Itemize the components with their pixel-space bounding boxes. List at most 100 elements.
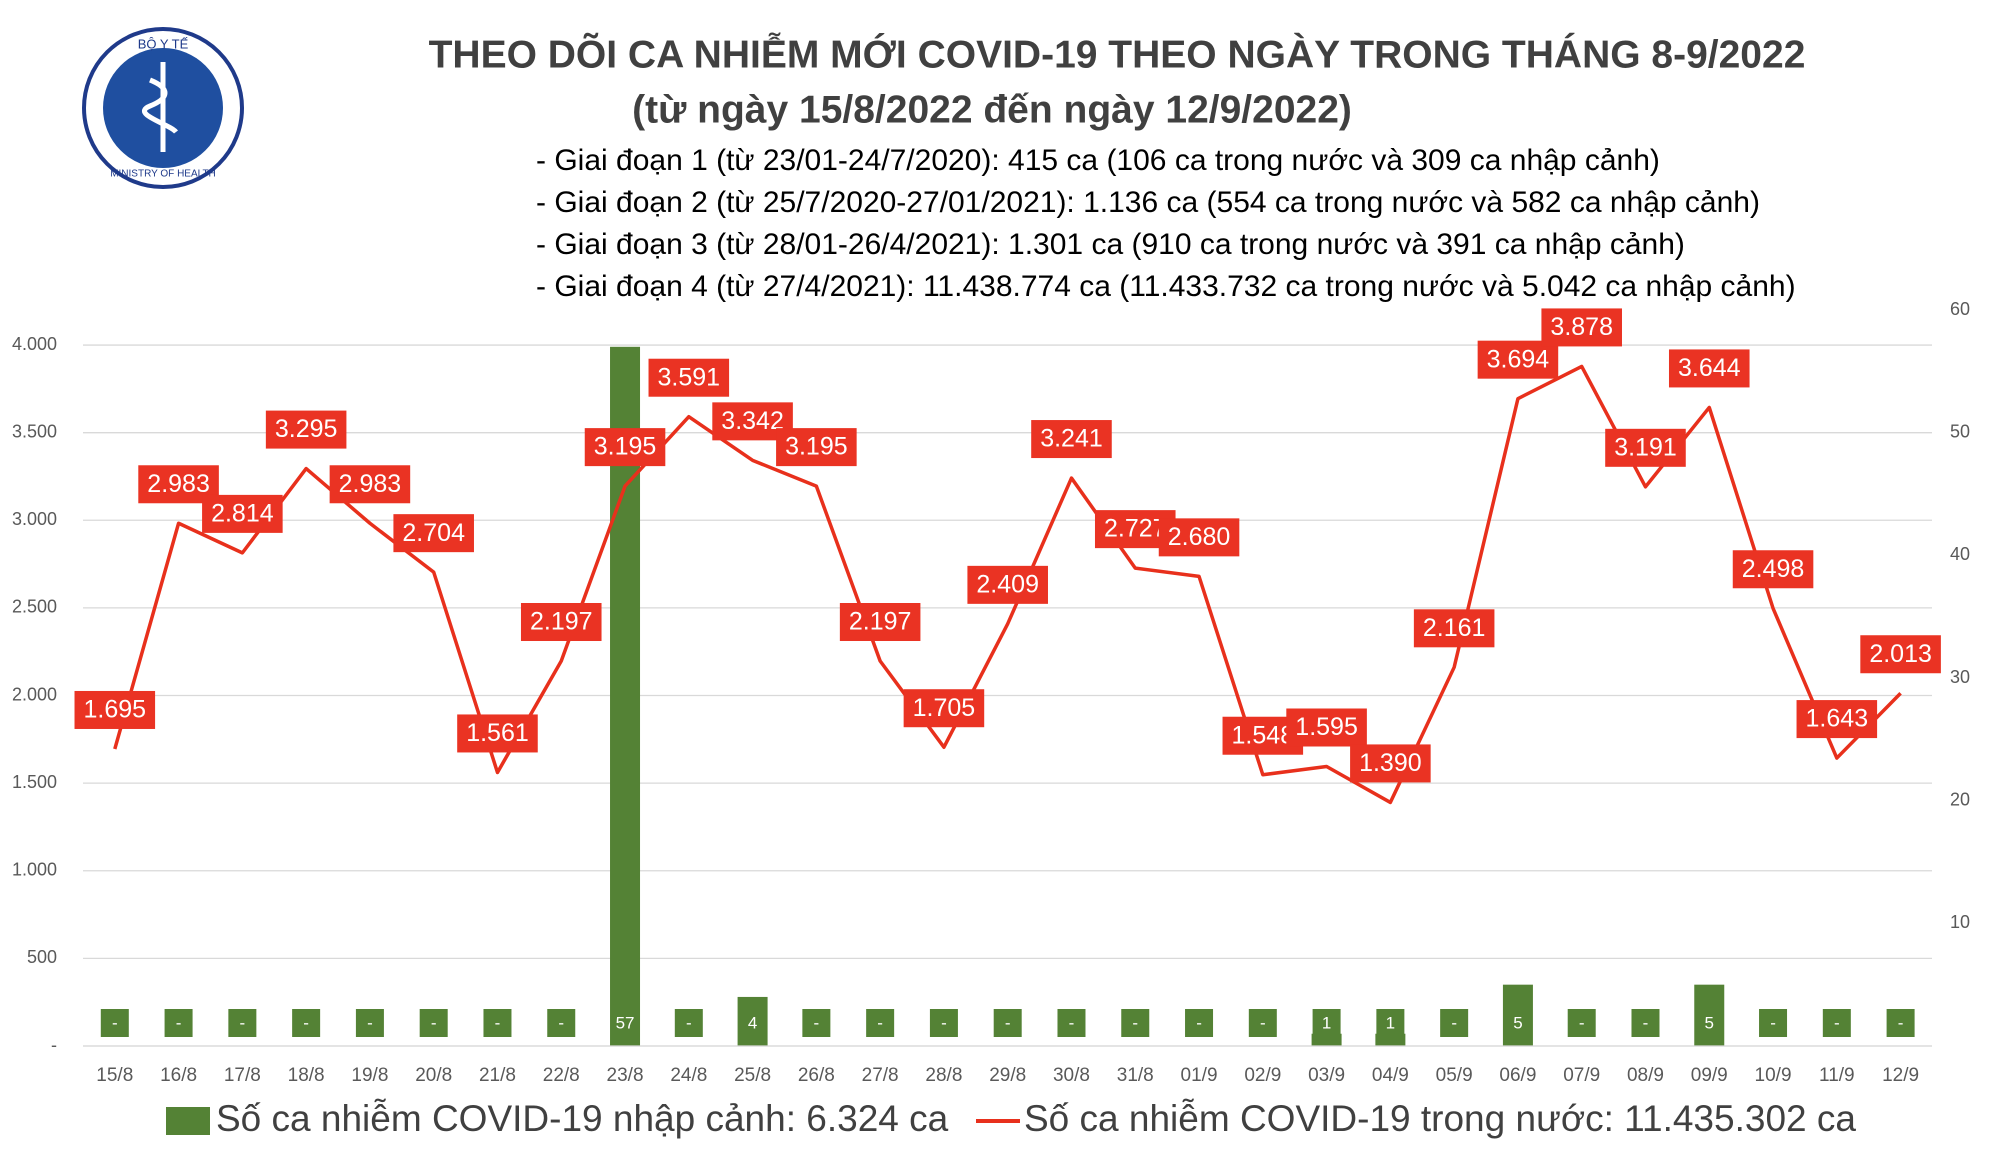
y2-tick-label: 30 bbox=[1950, 667, 1970, 687]
bar-label: 1 bbox=[1322, 1013, 1331, 1032]
bar-label-box bbox=[802, 1009, 831, 1037]
data-label-text: 1.390 bbox=[1359, 749, 1422, 777]
data-label-box bbox=[776, 428, 857, 467]
data-label-box bbox=[1286, 708, 1367, 747]
y2-tick-label: 20 bbox=[1950, 789, 1970, 809]
logo-bottom-text: MINISTRY OF HEALTH bbox=[110, 169, 216, 180]
data-label: 3.191 bbox=[1605, 428, 1686, 467]
data-label: 3.878 bbox=[1541, 308, 1622, 347]
x-tick-label: 12/9 bbox=[1882, 1065, 1919, 1086]
data-label: 2.498 bbox=[1732, 550, 1814, 589]
bar-label-box bbox=[100, 1009, 129, 1037]
data-label-text: 2.814 bbox=[211, 499, 274, 527]
y-tick-label: 2.000 bbox=[12, 684, 57, 704]
data-label: 1.695 bbox=[74, 690, 156, 729]
data-label-box bbox=[1541, 308, 1622, 347]
data-label-text: 3.342 bbox=[721, 407, 784, 435]
logo-top-text: BỘ Y TẾ bbox=[138, 36, 189, 51]
data-label: 3.694 bbox=[1477, 340, 1559, 379]
bar-label-box bbox=[1503, 1009, 1532, 1037]
data-label-box bbox=[265, 410, 347, 449]
data-label: 3.195 bbox=[776, 428, 857, 467]
bar-label: - bbox=[495, 1013, 501, 1032]
logo: BỘ Y TẾ MINISTRY OF HEALTH bbox=[82, 27, 244, 189]
bar-label-box bbox=[866, 1009, 895, 1037]
bar-label: - bbox=[877, 1013, 883, 1032]
x-tick-label: 21/8 bbox=[479, 1065, 516, 1086]
data-label-text: 3.878 bbox=[1550, 313, 1613, 341]
data-label-text: 2.680 bbox=[1168, 523, 1231, 551]
data-label: 3.644 bbox=[1668, 349, 1750, 388]
data-label-box bbox=[1668, 349, 1750, 388]
chart-subtitle: (từ ngày 15/8/2022 đến ngày 12/9/2022) bbox=[632, 88, 1352, 131]
data-label-text: 2.197 bbox=[530, 608, 593, 636]
x-tick-label: 31/8 bbox=[1117, 1065, 1154, 1086]
bar-label: - bbox=[112, 1013, 118, 1032]
x-tick-label: 22/8 bbox=[543, 1065, 580, 1086]
data-label-box bbox=[1732, 550, 1814, 589]
logo-symbol bbox=[142, 62, 178, 152]
x-tick-label: 06/9 bbox=[1499, 1065, 1536, 1086]
bar-label: - bbox=[367, 1013, 373, 1032]
bar-label-box bbox=[483, 1009, 512, 1037]
bar-label-box bbox=[419, 1009, 448, 1037]
bar-label-box bbox=[738, 1009, 767, 1037]
bar-label-box bbox=[228, 1009, 257, 1037]
bar-label-box bbox=[164, 1009, 193, 1037]
data-label-box bbox=[457, 714, 538, 753]
x-tick-label: 19/8 bbox=[351, 1065, 388, 1086]
data-label-box bbox=[1860, 635, 1941, 674]
data-label-box bbox=[1605, 428, 1686, 467]
bar-label: 5 bbox=[1513, 1013, 1522, 1032]
x-tick-label: 25/8 bbox=[734, 1065, 771, 1086]
bar-label: - bbox=[1260, 1013, 1266, 1032]
data-label: 3.241 bbox=[1031, 420, 1112, 459]
data-label-box bbox=[1350, 744, 1431, 783]
bar-label: - bbox=[1579, 1013, 1585, 1032]
data-label: 3.591 bbox=[648, 358, 730, 397]
data-label-box bbox=[648, 358, 730, 397]
bar-label-box bbox=[674, 1009, 703, 1037]
y-tick-label: - bbox=[51, 1035, 57, 1055]
bar-label-box bbox=[1886, 1009, 1915, 1037]
data-label-box bbox=[967, 565, 1048, 604]
x-tick-label: 23/8 bbox=[607, 1065, 644, 1086]
data-label-text: 3.591 bbox=[658, 363, 721, 391]
x-tick-label: 27/8 bbox=[862, 1065, 899, 1086]
bar-label: - bbox=[1132, 1013, 1138, 1032]
data-label-box bbox=[202, 494, 283, 533]
data-label: 2.704 bbox=[393, 514, 474, 553]
data-label-box bbox=[1031, 420, 1112, 459]
data-label-box bbox=[1796, 700, 1878, 739]
y-tick-label: 3.500 bbox=[12, 421, 57, 441]
data-label-text: 3.694 bbox=[1487, 345, 1550, 373]
data-label-box bbox=[329, 465, 411, 504]
x-tick-label: 08/9 bbox=[1627, 1065, 1664, 1086]
bar-label: - bbox=[1069, 1013, 1075, 1032]
note: - Giai đoạn 2 (từ 25/7/2020-27/01/2021):… bbox=[536, 186, 1760, 219]
data-label-text: 1.643 bbox=[1806, 705, 1869, 733]
x-tick-label: 01/9 bbox=[1181, 1065, 1218, 1086]
bar-label: - bbox=[1643, 1013, 1649, 1032]
data-label-text: 3.295 bbox=[275, 415, 338, 443]
data-label-text: 3.191 bbox=[1614, 433, 1677, 461]
data-label-box bbox=[903, 689, 985, 728]
data-label: 2.680 bbox=[1158, 518, 1240, 557]
y-tick-label: 3.000 bbox=[12, 509, 57, 529]
bar-label: 5 bbox=[1705, 1013, 1714, 1032]
bar-label: - bbox=[240, 1013, 246, 1032]
data-label-text: 2.983 bbox=[147, 470, 210, 498]
bar-label-box bbox=[355, 1009, 384, 1037]
data-label: 2.013 bbox=[1860, 635, 1941, 674]
x-tick-label: 02/9 bbox=[1244, 1065, 1281, 1086]
data-label-text: 1.561 bbox=[466, 719, 529, 747]
line bbox=[113, 364, 1902, 805]
x-tick-label: 26/8 bbox=[798, 1065, 835, 1086]
bar-label-box bbox=[1822, 1009, 1851, 1037]
data-label: 3.295 bbox=[265, 410, 347, 449]
data-label-text: 2.013 bbox=[1869, 640, 1932, 668]
bar-label-box bbox=[1759, 1009, 1788, 1037]
y2-tick-label: 60 bbox=[1950, 299, 1970, 319]
x-tick-label: 05/9 bbox=[1436, 1065, 1473, 1086]
